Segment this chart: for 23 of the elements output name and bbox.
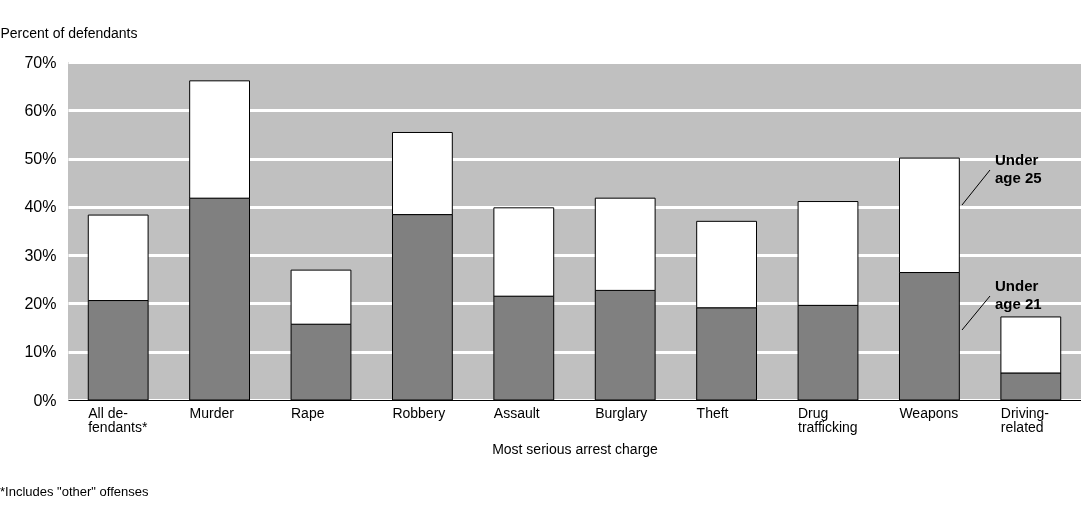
x-tick-label: All de- fendants* xyxy=(88,404,148,435)
y-tick-label: 20% xyxy=(24,294,57,312)
x-tick-label: Murder xyxy=(189,404,235,421)
x-tick-label: Robbery xyxy=(392,404,446,421)
y-tick-label: 60% xyxy=(24,101,57,119)
text: Under age 25 xyxy=(995,151,1042,186)
x-tick-label: Theft xyxy=(696,404,729,421)
y-tick-label: 30% xyxy=(24,246,57,264)
x-axis-title: Most serious arrest charge xyxy=(492,440,659,457)
y-axis-title: Percent of defendants xyxy=(0,24,138,41)
x-tick-label: Rape xyxy=(291,404,325,421)
x-tick-label: Driving- related xyxy=(1000,404,1050,435)
y-tick-label: 10% xyxy=(24,343,57,361)
x-tick-label: Drug trafficking xyxy=(798,404,858,435)
y-tick-label: 70% xyxy=(24,53,57,71)
y-tick-label: 50% xyxy=(24,150,57,168)
x-tick-label: Assault xyxy=(493,404,540,421)
x-tick-label: Weapons xyxy=(899,404,959,421)
y-tick-label: 40% xyxy=(24,198,57,216)
y-tick-label: 0% xyxy=(33,391,57,409)
x-tick-label: Burglary xyxy=(595,404,648,421)
text: Under age 21 xyxy=(995,277,1042,312)
text: *Includes "other" offenses xyxy=(0,484,149,499)
